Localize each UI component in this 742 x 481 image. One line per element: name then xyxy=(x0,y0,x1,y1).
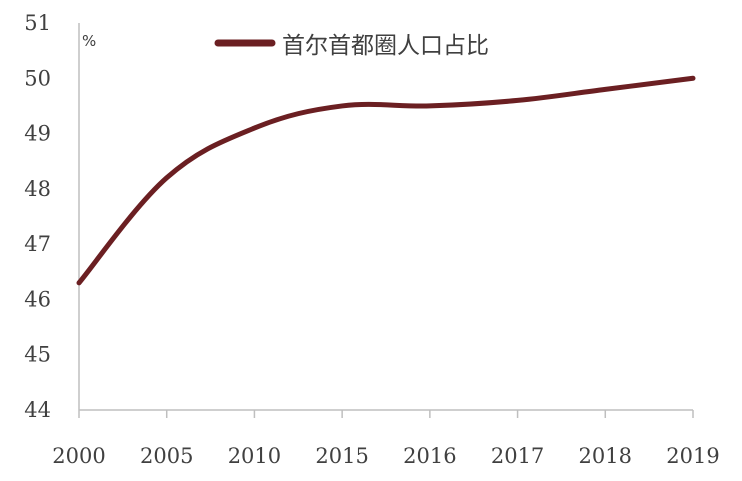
x-axis-tick-labels: 2000 2005 2010 2015 2016 2017 2018 2019 xyxy=(52,444,719,468)
y-tick-label: 48 xyxy=(24,177,51,201)
y-axis-unit-label: % xyxy=(82,32,96,50)
x-tick-label: 2015 xyxy=(315,444,368,468)
x-tick-label: 2010 xyxy=(228,444,281,468)
y-tick-label: 51 xyxy=(24,11,51,35)
x-tick-label: 2018 xyxy=(579,444,632,468)
legend: 首尔首都圈人口占比 xyxy=(214,33,489,59)
y-tick-label: 46 xyxy=(24,287,51,311)
y-axis-tick-labels: 44 45 46 47 48 49 50 51 xyxy=(24,11,51,422)
series-layer xyxy=(76,75,696,286)
x-tick-label: 2016 xyxy=(403,444,456,468)
x-tick-label: 2017 xyxy=(491,444,544,468)
y-tick-label: 47 xyxy=(24,232,51,256)
x-tick-label: 2019 xyxy=(666,444,719,468)
y-tick-label: 45 xyxy=(24,343,51,367)
legend-label: 首尔首都圈人口占比 xyxy=(282,33,489,59)
x-tick-label: 2005 xyxy=(140,444,193,468)
x-tick-label: 2000 xyxy=(52,444,105,468)
x-axis-ticks xyxy=(78,410,694,418)
y-tick-label: 44 xyxy=(24,398,51,422)
y-tick-label: 50 xyxy=(24,66,51,90)
y-tick-label: 49 xyxy=(24,122,51,146)
series-line xyxy=(76,75,696,286)
